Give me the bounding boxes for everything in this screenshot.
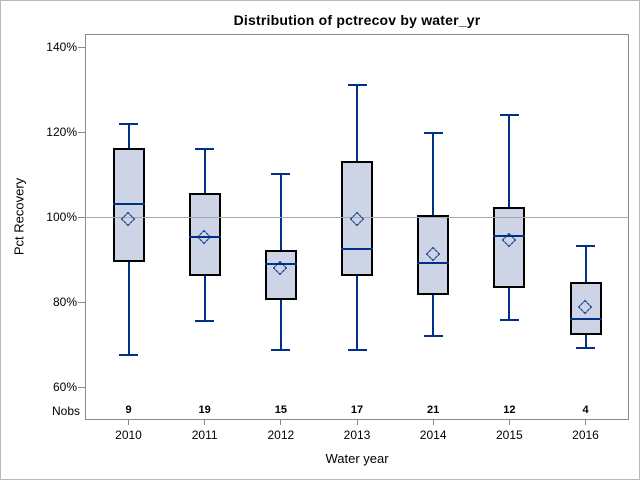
reference-line-100pct [85,217,629,219]
nobs-value: 9 [125,404,132,416]
y-tick-mark [78,386,85,388]
median-line [112,202,145,205]
whisker-cap-min [499,319,519,322]
y-tick-label: 140% [46,40,77,55]
nobs-value: 17 [350,404,364,416]
box-iqr [264,250,297,301]
x-tick-label-year: 2010 [115,428,142,442]
x-tick-mark [432,420,434,425]
box-iqr [341,160,373,277]
whisker-cap-max [195,148,215,151]
box-iqr [417,215,450,296]
x-axis-title: Water year [325,451,389,466]
x-tick-mark [204,420,206,425]
whisker-cap-min [347,349,367,352]
x-tick-mark [585,420,586,425]
x-tick-mark [356,420,358,425]
chart-title: Distribution of pctrecov by water_yr [233,12,481,28]
y-axis-title: Pct Recovery [11,177,27,256]
y-tick-mark [78,47,85,49]
x-tick-label-year: 2014 [419,428,447,442]
x-tick-label-year: 2012 [267,428,295,442]
median-line [341,248,373,251]
median-line [569,317,602,320]
nobs-value: 4 [582,404,589,416]
median-line [493,234,526,237]
box-iqr [493,206,526,288]
nobs-value: 15 [274,404,287,416]
x-tick-label-year: 2013 [343,428,371,442]
nobs-value: 19 [198,404,211,416]
median-line [264,262,297,265]
nobs-axis-label: Nobs [51,404,80,418]
whisker-cap-max [423,131,443,134]
whisker-cap-min [271,348,291,351]
whisker-cap-min [119,354,138,357]
whisker-cap-min [576,346,595,349]
x-tick-mark [128,420,129,425]
median-line [188,235,221,238]
nobs-value: 21 [427,404,440,416]
whisker-cap-max [347,84,367,87]
whisker-cap-min [423,334,443,337]
y-tick-mark [78,132,85,134]
x-tick-label-year: 2011 [191,428,218,442]
x-tick-mark [280,420,282,425]
box-iqr [112,148,145,262]
x-tick-label-year: 2015 [495,428,523,442]
y-tick-mark [78,217,85,219]
whisker-cap-max [499,114,519,117]
y-tick-label: 100% [46,210,77,225]
whisker-cap-max [576,244,595,247]
y-tick-label: 120% [46,125,77,140]
whisker-cap-max [271,172,291,175]
x-tick-mark [508,420,510,425]
y-tick-mark [78,301,85,303]
whisker-cap-max [119,122,138,125]
box-iqr [188,193,221,277]
y-tick-label: 60% [52,379,77,394]
y-tick-label: 80% [52,294,77,309]
nobs-value: 12 [503,404,516,416]
whisker-cap-min [195,320,215,323]
x-tick-label-year: 2016 [572,428,599,442]
box-iqr [569,281,602,335]
median-line [417,262,450,265]
